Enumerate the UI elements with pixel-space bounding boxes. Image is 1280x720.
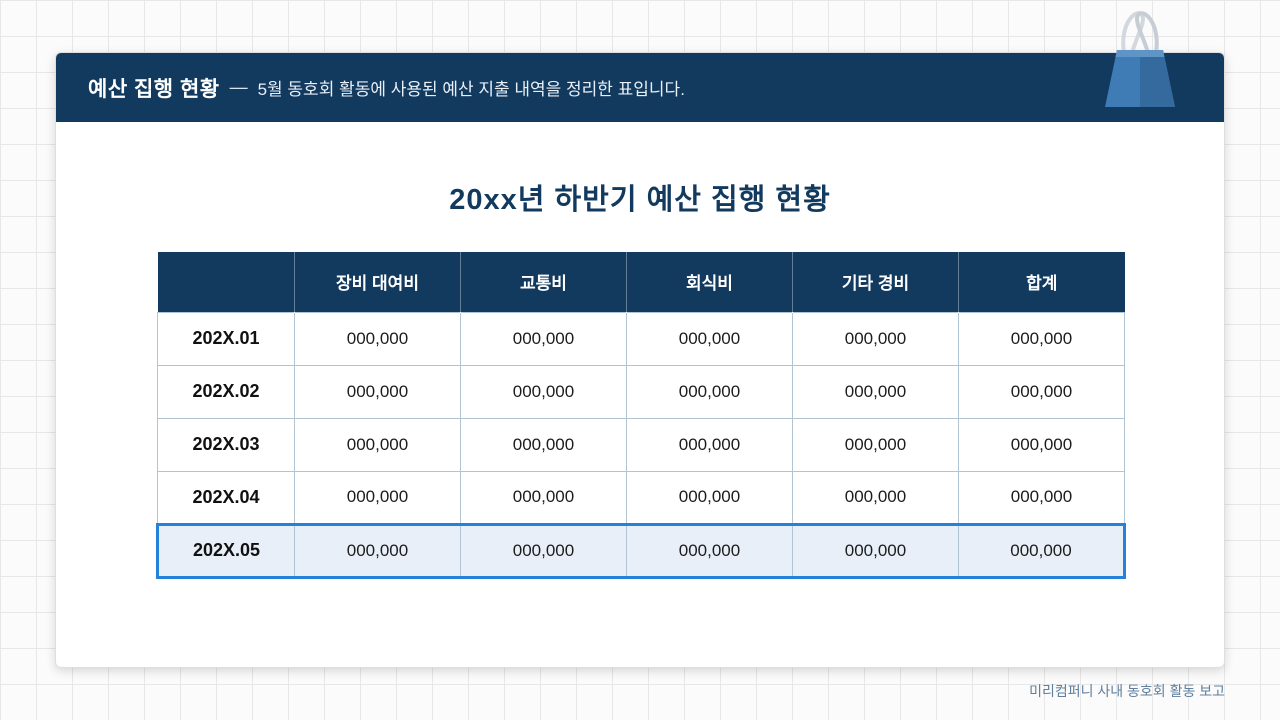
value-cell: 000,000 xyxy=(626,522,793,579)
row-label: 202X.03 xyxy=(157,417,295,472)
value-cell: 000,000 xyxy=(460,522,627,579)
value-cell: 000,000 xyxy=(792,311,959,366)
budget-table: 장비 대여비 교통비 회식비 기타 경비 합계 202X.01 000,000 000,00… xyxy=(156,252,1126,579)
value-cell: 000,000 xyxy=(294,470,461,525)
column-header: 장비 대여비 xyxy=(294,252,461,312)
value-cell: 000,000 xyxy=(792,522,959,579)
value-cell: 000,000 xyxy=(626,311,793,366)
value-cell: 000,000 xyxy=(294,522,461,579)
value-cell: 000,000 xyxy=(626,417,793,472)
table-row: 202X.04 000,000 000,000 000,000 000,000 000,0… xyxy=(157,470,1125,525)
value-cell: 000,000 xyxy=(958,470,1125,525)
value-cell: 000,000 xyxy=(958,522,1126,579)
value-cell: 000,000 xyxy=(294,417,461,472)
table-row: 202X.05 000,000 000,000 000,000 000,000 000,0… xyxy=(156,522,1126,579)
value-cell: 000,000 xyxy=(460,364,627,419)
value-cell: 000,000 xyxy=(792,417,959,472)
binder-clip-icon xyxy=(1086,2,1194,112)
value-cell: 000,000 xyxy=(792,470,959,525)
value-cell: 000,000 xyxy=(460,470,627,525)
column-header: 교통비 xyxy=(460,252,627,312)
table-corner-cell xyxy=(157,252,295,312)
value-cell: 000,000 xyxy=(626,364,793,419)
value-cell: 000,000 xyxy=(460,417,627,472)
value-cell: 000,000 xyxy=(626,470,793,525)
column-header: 기타 경비 xyxy=(792,252,959,312)
table-header-row: 장비 대여비 교통비 회식비 기타 경비 합계 xyxy=(157,252,1125,312)
table-head: 장비 대여비 교통비 회식비 기타 경비 합계 xyxy=(157,252,1125,312)
column-header: 회식비 xyxy=(626,252,793,312)
slide-header: 예산 집행 현황 — 5월 동호회 활동에 사용된 예산 지출 내역을 정리한 … xyxy=(56,53,1224,122)
value-cell: 000,000 xyxy=(460,311,627,366)
header-dash: — xyxy=(229,77,248,97)
value-cell: 000,000 xyxy=(294,364,461,419)
table-row: 202X.02 000,000 000,000 000,000 000,000 000,0… xyxy=(157,364,1125,419)
header-title: 예산 집행 현황 xyxy=(88,77,220,101)
value-cell: 000,000 xyxy=(958,311,1125,366)
slide-title: 20xx년 하반기 예산 집행 현황 xyxy=(449,184,831,216)
row-label: 202X.04 xyxy=(157,470,295,525)
table-row: 202X.01 000,000 000,000 000,000 000,000 000,0… xyxy=(157,311,1125,366)
header-subtitle: 5월 동호회 활동에 사용된 예산 지출 내역을 정리한 표입니다. xyxy=(257,80,685,99)
slide: 예산 집행 현황 — 5월 동호회 활동에 사용된 예산 지출 내역을 정리한 … xyxy=(55,52,1225,668)
value-cell: 000,000 xyxy=(958,364,1125,419)
clip-body-shade xyxy=(1140,50,1175,107)
column-header: 합계 xyxy=(958,252,1125,312)
row-label: 202X.05 xyxy=(156,522,295,579)
slide-body: 20xx년 하반기 예산 집행 현황 장비 대여비 교통비 회식비 기타 경비 합계 2… xyxy=(56,176,1224,579)
value-cell: 000,000 xyxy=(792,364,959,419)
clip-body-lip xyxy=(1115,50,1165,57)
value-cell: 000,000 xyxy=(958,417,1125,472)
footer-caption: 미리컴퍼니 사내 동호회 활동 보고 xyxy=(1029,683,1225,699)
row-label: 202X.02 xyxy=(157,364,295,419)
row-label: 202X.01 xyxy=(157,311,295,366)
table-row: 202X.03 000,000 000,000 000,000 000,000 000,0… xyxy=(157,417,1125,472)
clip-wire-right xyxy=(1135,11,1159,64)
value-cell: 000,000 xyxy=(294,311,461,366)
table-body: 202X.01 000,000 000,000 000,000 000,000 000,0… xyxy=(156,311,1126,579)
